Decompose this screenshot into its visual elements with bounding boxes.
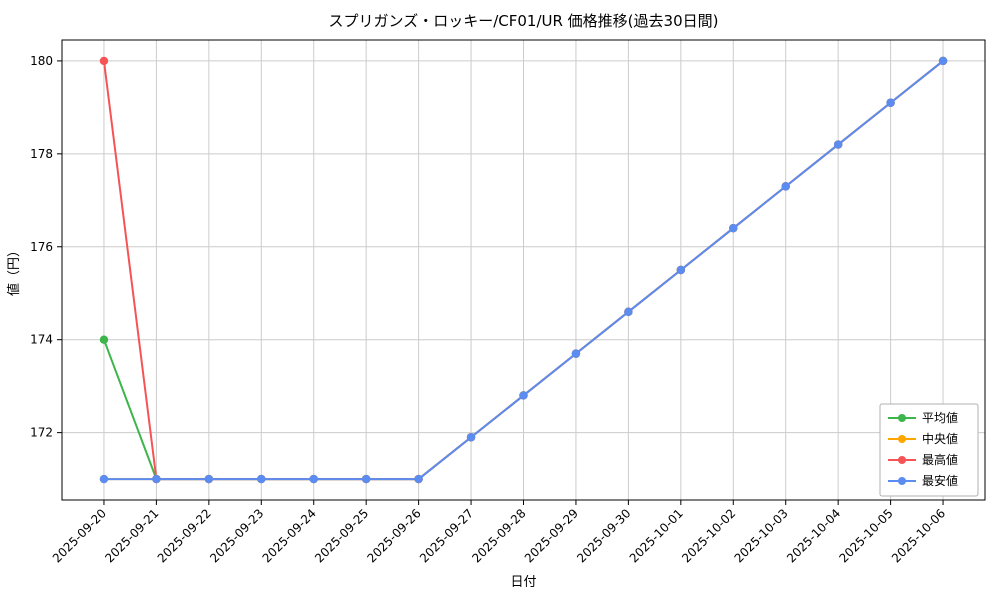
series-lowest-marker	[361, 474, 371, 484]
series-lowest-marker	[676, 265, 686, 275]
series-lowest-marker	[886, 98, 895, 107]
x-tick-label: 2025-09-23	[207, 506, 266, 565]
y-axis-label: 値（円）	[6, 244, 22, 296]
series-lowest-marker	[781, 182, 790, 191]
y-tick-label: 172	[30, 426, 53, 440]
legend-median-marker	[898, 435, 906, 443]
x-tick-label: 2025-10-05	[837, 506, 896, 565]
x-axis-label: 日付	[510, 575, 536, 590]
x-tick-label: 2025-09-28	[469, 506, 528, 565]
x-tick-label: 2025-10-03	[732, 506, 791, 565]
series-lowest-marker	[309, 474, 318, 484]
legend-lowest-marker	[898, 477, 906, 485]
series-lowest-marker	[571, 349, 581, 358]
series-average-marker	[99, 335, 109, 344]
legend-average-marker	[898, 414, 906, 422]
y-tick-label: 180	[30, 54, 53, 68]
x-tick-label: 2025-09-26	[365, 506, 424, 565]
series-lowest-marker	[833, 140, 843, 149]
legend-label-lowest: 最安値	[922, 473, 958, 488]
series-lowest-marker	[99, 474, 109, 484]
series-lowest-marker	[624, 307, 633, 317]
x-tick-label: 2025-09-21	[102, 506, 161, 565]
x-tick-label: 2025-09-27	[417, 506, 476, 565]
x-tick-label: 2025-09-20	[50, 506, 109, 565]
series-lowest-marker	[519, 391, 528, 400]
series-lowest-marker	[152, 474, 161, 484]
y-tick-label: 176	[30, 240, 53, 254]
x-tick-label: 2025-09-29	[522, 506, 581, 565]
series-lowest-marker	[466, 433, 476, 442]
series-lowest-marker	[414, 474, 423, 484]
x-tick-label: 2025-10-06	[889, 506, 948, 565]
x-tick-label: 2025-09-25	[312, 506, 371, 565]
x-tick-label: 2025-10-01	[627, 506, 686, 565]
x-tick-label: 2025-09-30	[574, 506, 633, 565]
legend-label-average: 平均値	[922, 410, 958, 425]
legend-label-median: 中央値	[922, 431, 958, 446]
x-tick-label: 2025-10-02	[679, 506, 738, 565]
chart-title: スプリガンズ・ロッキー/CF01/UR 価格推移(過去30日間)	[329, 12, 719, 30]
x-tick-label: 2025-09-24	[260, 506, 319, 565]
series-lowest-marker	[204, 474, 214, 484]
series-lowest-marker	[938, 56, 948, 66]
x-tick-label: 2025-09-22	[155, 506, 214, 565]
legend	[879, 403, 979, 497]
x-tick-label: 2025-10-04	[784, 506, 843, 565]
y-tick-label: 178	[30, 147, 53, 161]
series-lowest-marker	[257, 474, 266, 484]
y-tick-label: 174	[30, 333, 53, 347]
legend-highest-marker	[898, 456, 906, 464]
series-lowest-marker	[729, 223, 738, 233]
legend-label-highest: 最高値	[922, 452, 958, 467]
series-highest-marker	[99, 56, 109, 66]
